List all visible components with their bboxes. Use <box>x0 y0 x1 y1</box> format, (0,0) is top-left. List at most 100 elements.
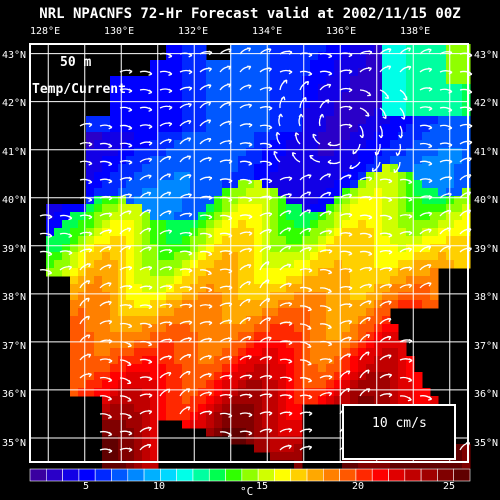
temperature-cell <box>350 252 359 261</box>
temperature-cell <box>422 156 431 165</box>
temperature-cell <box>414 44 423 53</box>
current-arrowhead <box>348 212 353 218</box>
current-arrowhead <box>107 396 112 401</box>
temperature-cell <box>302 100 311 109</box>
temperature-cell <box>422 220 431 229</box>
temperature-cell <box>222 412 231 421</box>
temperature-cell <box>302 340 311 349</box>
temperature-cell <box>382 380 391 389</box>
current-arrowhead <box>148 157 153 163</box>
current-arrowhead <box>167 371 172 377</box>
temperature-cell <box>342 348 351 357</box>
temperature-cell <box>382 284 391 293</box>
temperature-cell <box>318 236 327 245</box>
current-arrowhead <box>128 265 133 271</box>
temperature-cell <box>438 92 447 101</box>
temperature-cell <box>206 228 215 237</box>
temperature-cell <box>302 188 311 197</box>
temperature-cell <box>142 188 151 197</box>
current-arrowhead <box>48 233 53 238</box>
temperature-cell <box>286 164 295 173</box>
temperature-cell <box>382 196 391 205</box>
temperature-cell <box>270 220 279 229</box>
current-arrowhead <box>468 89 473 95</box>
temperature-cell <box>286 44 295 53</box>
temperature-cell <box>126 236 135 245</box>
temperature-cell <box>158 268 167 277</box>
temperature-cell <box>382 396 391 405</box>
temperature-cell <box>214 172 223 181</box>
current-arrowhead <box>186 388 191 393</box>
temperature-cell <box>158 188 167 197</box>
temperature-cell <box>182 92 191 101</box>
temperature-cell <box>198 60 207 69</box>
temperature-cell <box>350 124 359 133</box>
temperature-cell <box>438 156 447 165</box>
temperature-cell <box>158 100 167 109</box>
temperature-cell <box>438 116 447 125</box>
temperature-cell <box>310 204 319 213</box>
temperature-cell <box>222 244 231 253</box>
temperature-cell <box>278 196 287 205</box>
temperature-cell <box>398 220 407 229</box>
temperature-cell <box>286 268 295 277</box>
lat-label-40-right: 40°N <box>474 195 499 206</box>
temperature-cell <box>358 276 367 285</box>
current-arrowhead <box>107 264 112 269</box>
temperature-cell <box>462 220 471 229</box>
current-arrowhead <box>367 66 372 72</box>
current-arrowhead <box>308 411 313 416</box>
current-arrowhead <box>287 444 292 450</box>
temperature-cell <box>262 300 271 309</box>
temperature-cell <box>286 284 295 293</box>
temperature-cell <box>430 252 439 261</box>
temperature-cell <box>438 244 447 253</box>
temperature-cell <box>390 52 399 61</box>
current-arrowhead <box>428 211 433 217</box>
temperature-cell <box>198 308 207 317</box>
temperature-cell <box>310 148 319 157</box>
temperature-cell <box>206 428 215 437</box>
temperature-cell <box>326 252 335 261</box>
colorbar-swatch <box>437 468 455 482</box>
temperature-cell <box>174 292 183 301</box>
current-arrowhead <box>307 361 312 366</box>
temperature-cell <box>294 76 303 85</box>
temperature-cell <box>342 188 351 197</box>
temperature-cell <box>182 244 191 253</box>
current-arrowhead <box>88 141 93 147</box>
current-arrowhead <box>168 88 173 94</box>
temperature-cell <box>414 196 423 205</box>
temperature-cell <box>166 172 175 181</box>
temperature-cell <box>270 252 279 261</box>
temperature-cell <box>206 412 215 421</box>
temperature-cell <box>286 236 295 245</box>
temperature-cell <box>318 380 327 389</box>
current-arrowhead <box>288 321 293 326</box>
temperature-cell <box>246 420 255 429</box>
temperature-cell <box>254 148 263 157</box>
current-arrowhead <box>378 134 384 139</box>
temperature-cell <box>374 228 383 237</box>
temperature-cell <box>294 44 303 53</box>
temperature-cell <box>270 316 279 325</box>
temperature-cell <box>222 76 231 85</box>
current-arrowhead <box>127 210 132 215</box>
temperature-cell <box>158 380 167 389</box>
temperature-cell <box>142 260 151 269</box>
current-arrowhead <box>187 102 192 108</box>
temperature-cell <box>302 84 311 93</box>
temperature-cell <box>102 356 111 365</box>
temperature-cell <box>422 148 431 157</box>
temperature-cell <box>318 204 327 213</box>
temperature-cell <box>286 132 295 141</box>
temperature-cell <box>158 324 167 333</box>
temperature-cell <box>102 332 111 341</box>
temperature-cell <box>158 124 167 133</box>
current-arrowhead <box>167 355 172 360</box>
temperature-cell <box>230 164 239 173</box>
temperature-cell <box>454 132 463 141</box>
current-arrowhead <box>446 227 452 232</box>
temperature-cell <box>302 220 311 229</box>
temperature-cell <box>222 148 231 157</box>
